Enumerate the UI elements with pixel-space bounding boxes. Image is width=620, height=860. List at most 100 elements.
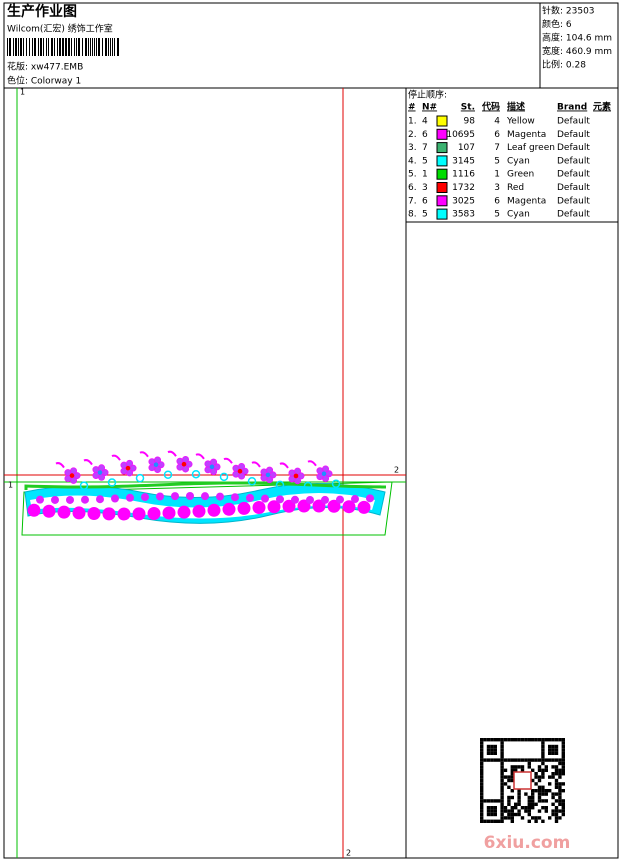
petal: [238, 462, 246, 470]
qr-module: [480, 812, 484, 817]
column-header: St.: [461, 103, 475, 113]
qr-module: [500, 755, 504, 759]
qr-module: [483, 799, 487, 803]
seq: 1.: [408, 117, 417, 127]
qr-module: [561, 761, 565, 766]
bar-stripe: [102, 38, 103, 56]
stitches: 3583: [452, 210, 475, 220]
petal: [154, 456, 162, 464]
qr-module: [500, 809, 504, 813]
qr-module: [500, 795, 504, 800]
qr-module: [531, 795, 535, 800]
qr-module: [534, 738, 538, 742]
title: 生产作业图: [7, 3, 77, 20]
qr-module: [520, 816, 525, 820]
qr-module: [507, 802, 511, 806]
qr-module: [480, 809, 484, 813]
bead: [72, 506, 86, 520]
bar-stripe: [13, 38, 14, 56]
stop-sequence-table: # N# St. 代码 描述 Brand 元素 1. 4 98 4 Yellow Default 2. 6 1…: [408, 101, 611, 220]
qr-module: [537, 816, 542, 820]
qr-module: [527, 819, 531, 823]
color-swatch: [436, 168, 448, 180]
qr-module: [527, 761, 531, 766]
qr-module: [554, 799, 559, 803]
bead: [81, 495, 89, 504]
swirl: [191, 469, 201, 479]
design-name: 花版: xw477.EMB: [7, 61, 83, 73]
qr-module: [483, 819, 487, 823]
bar-stripe: [7, 38, 8, 56]
qr-module: [561, 758, 565, 762]
qr-module: [517, 795, 521, 800]
qr-module: [561, 782, 565, 786]
qr-module: [537, 768, 542, 772]
petal: [294, 467, 302, 475]
qr-module: [517, 738, 521, 742]
bead: [102, 507, 116, 521]
qr-module: [561, 772, 565, 776]
bar-stripe: [59, 38, 61, 56]
bar-stripe: [9, 38, 11, 56]
qr-module: [548, 775, 552, 779]
bead: [87, 507, 101, 521]
qr-module: [503, 758, 508, 762]
needle: 4: [422, 117, 428, 127]
needle: 6: [422, 130, 428, 140]
stitches: 1732: [452, 183, 475, 193]
needle: 3: [422, 183, 428, 193]
bar-stripe: [26, 38, 27, 56]
bar-stripe: [34, 38, 36, 56]
description: Red: [507, 183, 524, 193]
stitches: 10695: [446, 130, 475, 140]
qr-module: [503, 809, 508, 813]
qr-module: [541, 738, 545, 742]
qr-module: [527, 758, 531, 762]
qr-module: [510, 778, 514, 783]
needle: 1: [422, 170, 428, 180]
qr-module: [500, 748, 504, 752]
qr-module: [486, 758, 491, 762]
qr-module: [554, 772, 559, 776]
qr-module: [500, 738, 504, 742]
qr-module: [493, 748, 497, 752]
petal: [210, 458, 218, 466]
qr-module: [510, 809, 514, 813]
color-swatch: [436, 128, 448, 140]
qr-module: [483, 758, 487, 762]
qr-module: [514, 812, 518, 817]
qr-module: [520, 738, 525, 742]
qr-module: [503, 775, 508, 779]
qr-module: [548, 748, 552, 752]
code: 6: [494, 196, 500, 206]
qr-module: [490, 751, 494, 755]
bead: [126, 493, 134, 502]
qr-module: [548, 744, 552, 749]
bar-stripe: [48, 38, 49, 56]
guide-label: 2: [394, 466, 399, 475]
qr-module: [537, 795, 542, 800]
qr-module: [483, 738, 487, 742]
column-header: 代码: [481, 101, 500, 113]
qr-module: [554, 765, 559, 769]
qr-module: [544, 738, 548, 742]
stitches: 98: [464, 117, 476, 127]
qr-module: [531, 789, 535, 793]
qr-module: [520, 765, 525, 769]
qr-module: [537, 738, 542, 742]
qr-module: [493, 806, 497, 810]
qr-module: [537, 778, 542, 783]
barcode: [7, 38, 119, 56]
brand: Default: [557, 117, 590, 127]
flower-center: [237, 468, 243, 474]
qr-module: [493, 751, 497, 755]
bar-stripe: [15, 38, 17, 56]
qr-module: [490, 799, 494, 803]
qr-module: [507, 758, 511, 762]
stat: 高度: 104.6 mm: [542, 32, 612, 44]
bead: [96, 495, 104, 504]
brand: Default: [557, 143, 590, 153]
qr-module: [493, 738, 497, 742]
qr-module: [486, 738, 491, 742]
qr-module: [541, 819, 545, 823]
